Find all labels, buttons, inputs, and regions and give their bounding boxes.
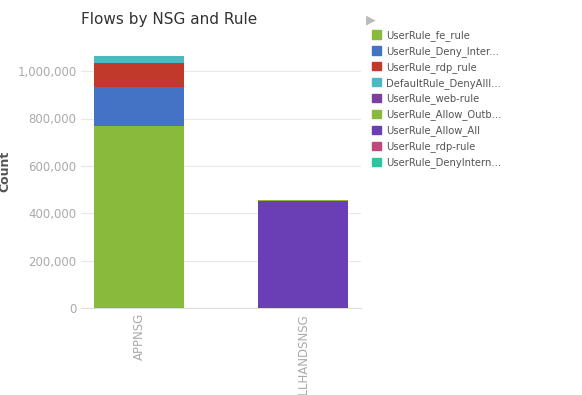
Bar xyxy=(258,200,348,201)
Text: ▶: ▶ xyxy=(367,14,376,27)
Bar xyxy=(258,201,348,308)
Text: Flows by NSG and Rule: Flows by NSG and Rule xyxy=(81,12,258,27)
Y-axis label: Count: Count xyxy=(0,151,12,192)
Bar xyxy=(94,56,184,63)
Legend: UserRule_fe_rule, UserRule_Deny_Inter..., UserRule_rdp_rule, DefaultRule_DenyAll: UserRule_fe_rule, UserRule_Deny_Inter...… xyxy=(368,27,504,171)
Bar xyxy=(94,63,184,87)
Bar xyxy=(94,87,184,126)
Bar xyxy=(94,126,184,308)
